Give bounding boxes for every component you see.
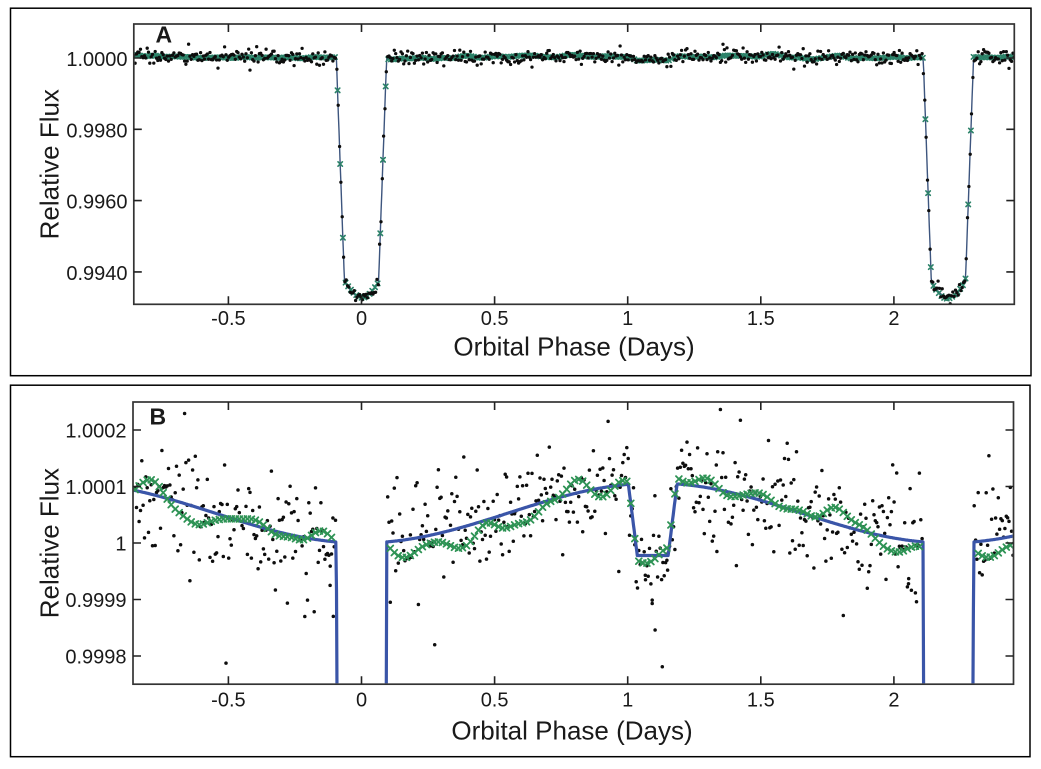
svg-text:1: 1 (622, 308, 633, 330)
svg-text:-0.5: -0.5 (211, 689, 245, 711)
svg-text:A: A (156, 22, 173, 48)
svg-text:0: 0 (356, 308, 367, 330)
svg-text:0.9980: 0.9980 (66, 120, 127, 142)
svg-text:1.0000: 1.0000 (66, 49, 127, 71)
svg-text:1.5: 1.5 (747, 308, 775, 330)
svg-text:1.0002: 1.0002 (65, 421, 126, 443)
svg-text:0.5: 0.5 (481, 308, 509, 330)
svg-text:B: B (150, 404, 167, 430)
svg-text:Orbital Phase (Days): Orbital Phase (Days) (451, 716, 692, 746)
svg-text:1: 1 (115, 534, 126, 556)
svg-text:Orbital Phase (Days): Orbital Phase (Days) (453, 332, 694, 362)
svg-text:0.9940: 0.9940 (66, 263, 127, 285)
svg-text:1.0001: 1.0001 (65, 477, 126, 499)
svg-text:0.9960: 0.9960 (66, 192, 127, 214)
svg-text:0.5: 0.5 (481, 689, 509, 711)
svg-text:-0.5: -0.5 (211, 308, 245, 330)
svg-text:1: 1 (622, 689, 633, 711)
svg-text:Relative Flux: Relative Flux (35, 89, 65, 239)
svg-text:1.5: 1.5 (747, 689, 775, 711)
svg-text:2: 2 (888, 308, 899, 330)
svg-text:2: 2 (888, 689, 899, 711)
svg-text:0: 0 (356, 689, 367, 711)
svg-text:Relative Flux: Relative Flux (35, 468, 65, 618)
svg-text:0.9998: 0.9998 (65, 647, 126, 669)
svg-text:0.9999: 0.9999 (65, 590, 126, 612)
